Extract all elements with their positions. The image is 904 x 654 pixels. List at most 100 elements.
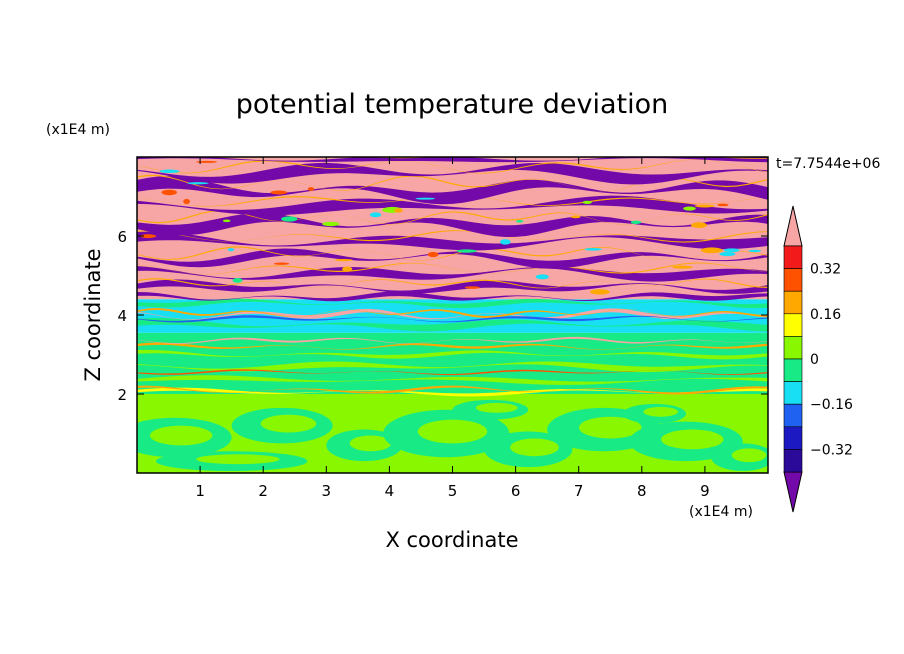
field-band: [137, 332, 768, 394]
time-label: t=7.7544e+06: [776, 156, 880, 172]
x-axis-label: X coordinate: [385, 528, 518, 552]
streak-green: [137, 375, 768, 385]
edge-speck: [500, 239, 511, 245]
edge-speck: [748, 249, 762, 253]
edge-speck: [322, 221, 340, 227]
colorbar-bin: [783, 403, 803, 428]
y-tick-label: 2: [117, 386, 127, 404]
edge-orange: [137, 159, 768, 174]
x-tick-label: 1: [195, 482, 205, 500]
edge-speck: [535, 274, 549, 280]
colorbar-over-triangle: [783, 205, 803, 247]
streak-purple: [137, 231, 768, 251]
edge-speck: [694, 204, 715, 208]
edge-speck: [700, 247, 723, 254]
edge-speck: [369, 212, 382, 218]
edge-speck: [723, 248, 740, 253]
edge-speck: [139, 234, 157, 239]
streak-purple: [137, 176, 768, 205]
colorbar-under-triangle: [783, 471, 803, 513]
edge-speck: [342, 266, 353, 272]
eddy-core: [731, 448, 767, 463]
eddy-core: [260, 414, 317, 433]
streak-teal: [137, 317, 768, 332]
edge-speck: [183, 198, 191, 204]
edge-orange: [137, 278, 768, 289]
edge-speck: [719, 252, 736, 257]
y-axis: 2 4 6: [117, 228, 768, 404]
streak-purple: [137, 162, 768, 185]
streak-green: [137, 349, 768, 360]
x-unit-label: (x1E4 m): [689, 504, 753, 520]
colorbar-bin: [783, 358, 803, 382]
edge-speck: [582, 200, 592, 204]
colorbar-bin: [783, 268, 803, 292]
y-axis-label: Z coordinate: [81, 248, 105, 381]
edge-speck: [683, 206, 696, 211]
edge-speck: [672, 265, 693, 269]
colorbar-bin: [783, 245, 803, 269]
streak-orange: [137, 385, 768, 395]
colorbar-tick-label: −0.32: [810, 442, 853, 458]
x-tick-label: 8: [637, 482, 647, 500]
colorbar-bin: [783, 449, 803, 473]
streak-teal: [137, 298, 768, 309]
colorbar: 0.32 0.16 0 −0.16 −0.32: [783, 205, 853, 513]
streak-red: [137, 369, 768, 376]
colorbar-bin: [783, 290, 803, 315]
x-tick-label: 2: [258, 482, 268, 500]
y-tick-label: 6: [117, 228, 127, 246]
streak-orange: [137, 342, 768, 350]
eddy-core: [196, 454, 280, 465]
eddy-core: [475, 402, 518, 413]
x-axis: 1 2 3 4 5 6 7 8 9: [195, 157, 710, 500]
streak-pink: [137, 336, 768, 344]
edge-speck: [222, 219, 231, 223]
edge-speck: [196, 160, 218, 163]
plot-area: [137, 157, 768, 473]
eddy-core: [510, 438, 559, 457]
x-tick-label: 4: [385, 482, 395, 500]
streak-yellow: [137, 387, 768, 397]
eddy-core: [349, 435, 392, 452]
eddy-core: [643, 406, 679, 417]
y-unit-label: (x1E4 m): [46, 122, 110, 138]
edge-speck: [159, 169, 180, 173]
y-tick-label: 4: [117, 307, 127, 325]
edge-speck: [415, 197, 436, 200]
edge-speck: [227, 248, 235, 252]
edge-speck: [516, 220, 524, 223]
x-tick-label: 5: [448, 482, 458, 500]
edge-speck: [334, 258, 353, 262]
edge-speck: [427, 251, 439, 258]
x-tick-label: 6: [511, 482, 521, 500]
colorbar-bin: [783, 313, 803, 337]
streak-purple: [137, 195, 768, 216]
edge-speck: [584, 247, 602, 251]
colorbar-tick-label: 0.16: [810, 307, 841, 323]
edge-speck: [691, 222, 708, 229]
chart-title: potential temperature deviation: [236, 89, 668, 120]
eddy-core: [417, 419, 488, 444]
x-tick-label: 9: [700, 482, 710, 500]
edge-speck: [187, 182, 209, 185]
streak-purple: [137, 291, 768, 302]
streak-purple: [137, 266, 768, 282]
edge-speck: [394, 208, 403, 213]
edge-speck: [589, 289, 610, 295]
colorbar-tick-label: −0.16: [810, 397, 853, 413]
edge-speck: [307, 187, 315, 191]
edge-orange: [137, 262, 768, 275]
streak-orange: [137, 308, 768, 319]
edge-speck: [630, 220, 642, 225]
colorbar-bin: [783, 381, 803, 405]
streak-purple: [137, 248, 768, 269]
edge-orange: [137, 174, 768, 192]
eddy-core: [149, 425, 213, 446]
streak-green: [137, 361, 768, 373]
x-tick-label: 7: [574, 482, 584, 500]
edge-speck: [161, 189, 177, 196]
edge-speck: [570, 215, 581, 219]
edge-speck: [456, 249, 477, 253]
